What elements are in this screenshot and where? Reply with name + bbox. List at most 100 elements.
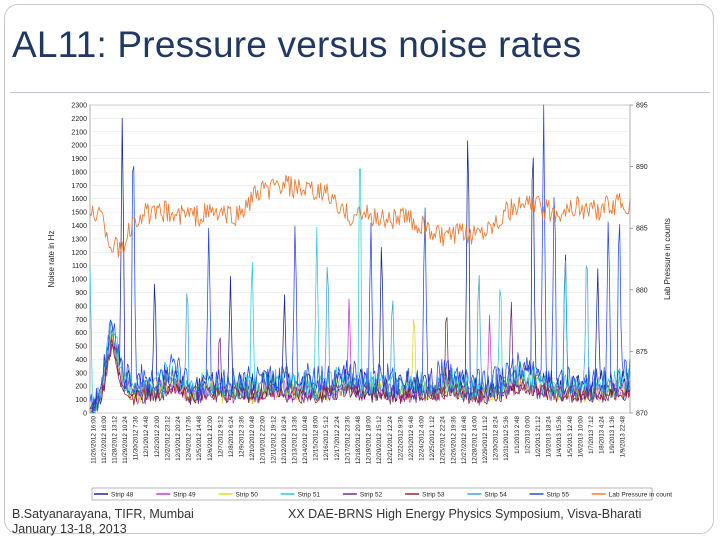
x-tick-label: 1/4/2013 15:36 [556,415,563,457]
x-axis-ticks: 11/26/2012 16:00 11/27/2012 16:00 11/28/20… [90,415,626,464]
x-tick-label: 12/14/2012 10:48 [302,415,309,464]
footer-author: B.Satyanarayana, TIFR, Mumbai January 13… [12,507,194,537]
x-tick-label: 12/28/2012 14:00 [471,415,478,464]
x-tick-label: 12/2/2012 23:12 [164,415,171,460]
y2-tick-label: 885 [636,226,648,233]
x-tick-label: 12/23/2012 6:48 [408,415,415,460]
x-tick-label: 12/26/2012 19:36 [450,415,457,464]
y2-tick-label: 880 [636,287,648,294]
x-tick-label: 12/24/2012 4:00 [419,415,426,460]
legend-label: Strip 48 [111,492,134,499]
legend-label: Strip 53 [422,492,445,499]
y-tick-label: 500 [75,344,87,351]
y-tick-label: 300 [75,370,87,377]
y-axis-label: Noise rate in Hz [47,231,56,288]
x-tick-label: 12/19/2012 18:00 [366,415,373,464]
x-tick-label: 12/31/2012 5:36 [503,415,510,460]
x-tick-label: 12/8/2012 6:24 [228,415,235,457]
x-tick-label: 12/18/2012 20:48 [355,415,362,464]
y-tick-label: 1200 [71,250,87,257]
series-layer [89,104,631,414]
x-tick-label: 1/2/2013 21:12 [535,415,542,457]
x-tick-label: 12/30/2012 8:24 [493,415,500,460]
x-tick-label: 11/27/2012 16:00 [101,415,108,463]
x-tick-label: 12/2/2012 2:00 [154,415,161,457]
legend-box [91,487,653,501]
footer-event: XX DAE-BRNS High Energy Physics Symposiu… [288,507,642,521]
y-tick-label: 2000 [71,143,87,150]
footer-date-line: January 13-18, 2013 [12,522,127,536]
legend-label: Strip 51 [298,492,321,499]
series-line [89,104,631,413]
x-tick-label: 12/10/2012 0:48 [249,415,256,460]
x-tick-label: 12/22/2012 9:36 [397,415,404,460]
y-tick-label: 2100 [71,129,87,136]
y2-axis-ticks: 870 875 880 885 890 895 [630,103,648,418]
series-line [89,174,631,258]
x-tick-label: 12/4/2012 17:36 [186,415,193,460]
y-tick-label: 1400 [71,223,87,230]
noise-pressure-chart: 0 100 200 300 400 500 600 700 800 900 1000 1100 1200… [47,103,672,501]
legend: Strip 48 Strip 49 Strip 50 Strip 51 Strip 52… [94,492,672,499]
legend-label: Strip 54 [484,492,507,499]
legend-label: Lab Pressure in count [609,492,672,499]
x-tick-label: 12/27/2012 16:48 [461,415,468,464]
legend-label: Strip 52 [360,492,383,499]
x-tick-label: 12/7/2012 9:12 [217,415,224,457]
plot-area [89,104,631,414]
x-tick-label: 11/26/2012 16:00 [90,415,97,463]
x-tick-label: 12/3/2012 20:24 [175,415,182,460]
x-tick-label: 1/3/2013 18:24 [546,415,553,457]
y-tick-label: 200 [75,384,87,391]
y-tick-label: 400 [75,357,87,364]
x-tick-label: 12/21/2012 12:24 [387,415,394,464]
y-tick-label: 2200 [71,116,87,123]
y-tick-label: 800 [75,303,87,310]
y-tick-label: 900 [75,290,87,297]
y2-axis-label: Lab Pressure in counts [663,218,672,300]
x-tick-label: 12/17/2012 23:36 [344,415,351,464]
x-tick-label: 1/7/2013 7:12 [588,415,595,453]
legend-label: Strip 50 [235,492,258,499]
y-tick-label: 1900 [71,156,87,163]
y-tick-label: 1700 [71,183,87,190]
x-tick-label: 12/25/2012 22:24 [440,415,447,464]
x-tick-label: 11/30/2012 7:36 [133,415,140,460]
x-tick-label: 1/9/2013 22:48 [620,415,627,457]
x-tick-label: 1/5/2013 12:48 [567,415,574,457]
y-tick-label: 1600 [71,196,87,203]
x-tick-label: 12/11/2012 19:12 [270,415,277,463]
x-tick-label: 12/17/2012 2:24 [334,415,341,460]
y-tick-label: 2300 [71,103,87,110]
x-tick-label: 1/8/2013 4:24 [599,415,606,453]
y2-tick-label: 875 [636,349,648,356]
y-tick-label: 1800 [71,169,87,176]
y-tick-label: 600 [75,330,87,337]
x-tick-label: 12/13/2012 13:36 [291,415,298,464]
y2-tick-label: 890 [636,164,648,171]
slide-title: AL11: Pressure versus noise rates [12,24,582,65]
x-tick-label: 1/2/2013 0:00 [524,415,531,453]
x-tick-label: 12/20/2012 15:12 [376,415,383,464]
x-tick-label: 12/12/2012 16:24 [281,415,288,464]
x-tick-label: 12/29/2012 11:12 [482,415,489,463]
x-tick-label: 1/1/2013 2:48 [514,415,521,453]
x-tick-label: 12/1/2012 4:48 [143,415,150,457]
x-tick-label: 12/6/2012 12:00 [207,415,214,460]
gridlines [90,104,630,414]
x-tick-label: 12/9/2012 3:36 [239,415,246,457]
x-tick-label: 12/16/2012 5:12 [323,415,330,460]
x-tick-label: 11/28/2012 13:12 [111,415,118,463]
y2-tick-label: 895 [636,103,648,110]
y-tick-label: 1000 [71,277,87,284]
legend-label: Strip 55 [547,492,570,499]
x-tick-label: 12/25/2012 1:12 [429,415,436,460]
x-tick-label: 1/9/2013 1:36 [609,415,616,453]
x-tick-label: 11/29/2012 10:24 [122,415,129,463]
y-tick-label: 1500 [71,210,87,217]
title-divider [10,92,710,93]
y-tick-label: 100 [75,397,87,404]
y-tick-label: 700 [75,317,87,324]
y-axis-ticks: 0 100 200 300 400 500 600 700 800 900 1000 1100 1200… [71,103,87,418]
footer-author-line: B.Satyanarayana, TIFR, Mumbai [12,507,194,521]
